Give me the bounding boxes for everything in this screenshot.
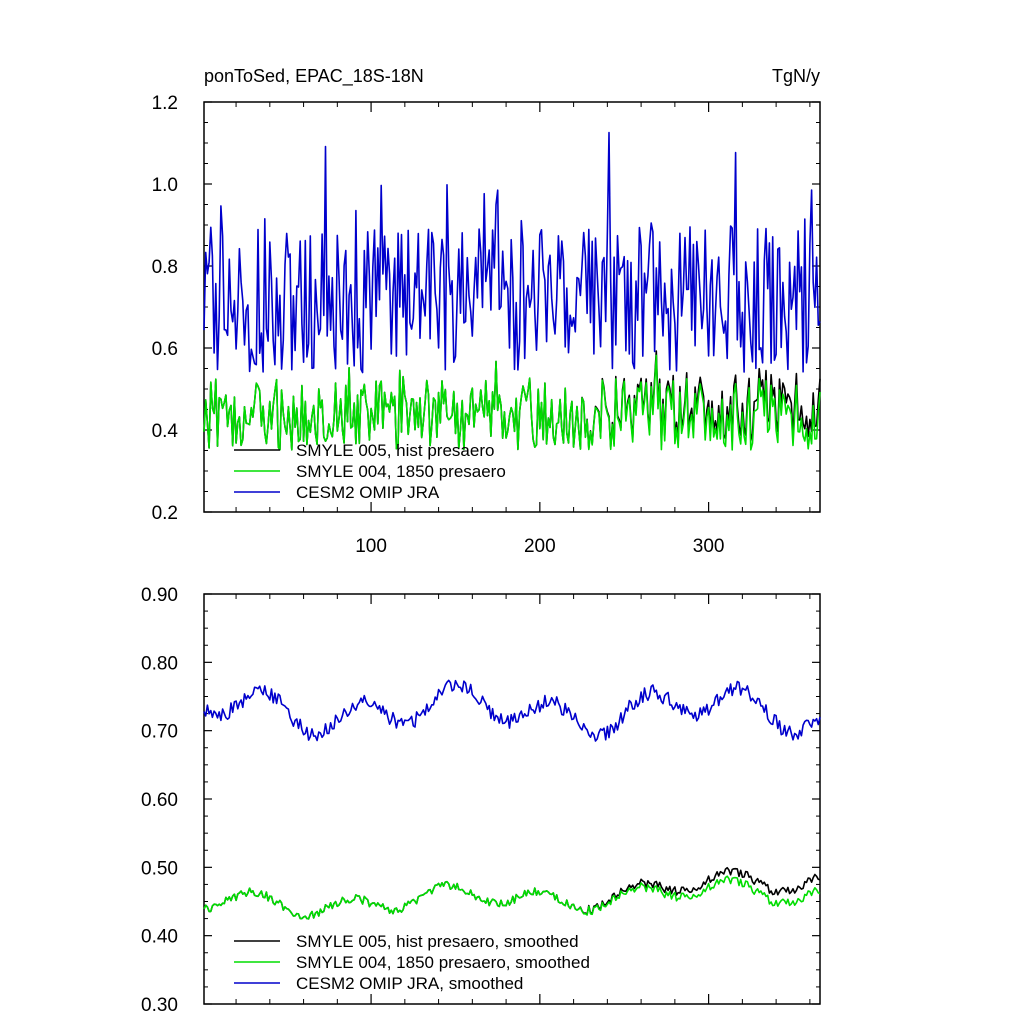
y-tick-label: 0.40 (141, 927, 178, 948)
legend-label-omip: CESM2 OMIP JRA (296, 483, 440, 502)
y-tick-label: 0.80 (141, 653, 178, 674)
x-tick-label: 100 (355, 536, 387, 557)
y-tick-label: 0.2 (152, 503, 178, 524)
bottom-panel: 0.30 0.40 0.50 0.60 0.70 0.80 0.90 SMYLE 005, … (141, 585, 821, 1016)
top-series-group (203, 131, 821, 451)
y-tick-label: 0.30 (141, 995, 178, 1016)
y-tick-label: 0.4 (152, 421, 179, 442)
y-tick-label: 0.6 (152, 339, 178, 360)
series-line-omip (203, 131, 821, 374)
top-title-left: ponToSed, EPAC_18S-18N (204, 66, 424, 87)
y-tick-label: 1.2 (152, 93, 178, 114)
y-tick-label: 0.90 (141, 585, 178, 606)
top-legend: SMYLE 005, hist presaero SMYLE 004, 1850 … (234, 441, 506, 502)
bottom-series-group (203, 679, 821, 920)
top-panel: ponToSed, EPAC_18S-18N TgN/y 0.20.40.60.… (152, 66, 821, 557)
y-tick-label: 0.70 (141, 722, 178, 743)
top-title-right: TgN/y (772, 66, 820, 86)
x-tick-label: 200 (524, 536, 556, 557)
y-tick-label: 0.8 (152, 257, 178, 278)
bottom-legend: SMYLE 005, hist presaero, smoothed SMYLE … (234, 932, 590, 993)
series-line-hist (203, 350, 821, 451)
y-tick-label: 0.60 (141, 790, 178, 811)
top-ticks: 0.2 0.4 0.6 0.8 1.0 1.2 100 200 300 (152, 93, 820, 557)
bottom-ticks: 0.30 0.40 0.50 0.60 0.70 0.80 0.90 (141, 585, 820, 1016)
y-tick-label: 1.0 (152, 175, 178, 196)
legend-label-hist: SMYLE 005, hist presaero, smoothed (296, 932, 579, 951)
series-line-pre (203, 875, 821, 920)
legend-label-pre: SMYLE 004, 1850 presaero, smoothed (296, 953, 590, 972)
series-line-pre (203, 354, 821, 451)
y-tick-label: 0.50 (141, 858, 178, 879)
x-tick-label: 300 (693, 536, 725, 557)
legend-label-pre: SMYLE 004, 1850 presaero (296, 462, 506, 481)
series-line-hist (203, 866, 821, 920)
series-line-omip (203, 679, 821, 742)
legend-label-omip: CESM2 OMIP JRA, smoothed (296, 974, 523, 993)
legend-label-hist: SMYLE 005, hist presaero (296, 441, 494, 460)
